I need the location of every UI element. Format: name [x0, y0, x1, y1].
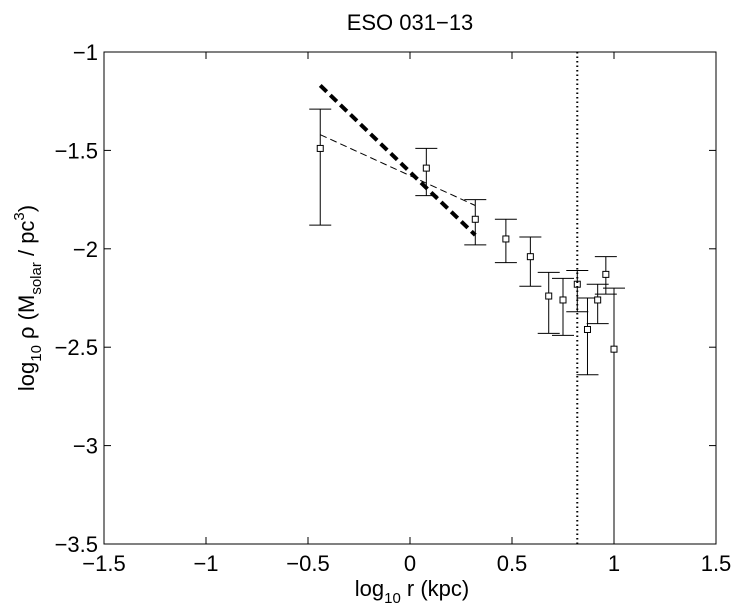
data-point [594, 296, 602, 304]
x-tick-label: −1 [193, 551, 218, 576]
fit-lines [318, 84, 477, 237]
axis-ticks [103, 51, 717, 545]
x-tick-label: −1.5 [82, 551, 125, 576]
x-tick-label: 1 [608, 551, 620, 576]
data-point [526, 253, 534, 261]
x-tick-label: −0.5 [286, 551, 329, 576]
data-point [316, 144, 324, 152]
data-point [583, 325, 591, 333]
data-point [502, 235, 510, 243]
x-axis-label-rest: r (kpc) [401, 576, 469, 601]
data-point [559, 296, 567, 304]
fit-line-thick [318, 84, 477, 237]
x-tick-label: 1.5 [701, 551, 732, 576]
x-tick-label: 0 [404, 551, 416, 576]
data-markers [316, 144, 618, 353]
data-point [545, 292, 553, 300]
y-axis-label-log: log [14, 362, 39, 391]
chart-title: ESO 031−13 [347, 10, 474, 35]
y-tick-label: −1 [73, 40, 98, 65]
x-axis-label-log: log [355, 576, 384, 601]
y-axis-label-close: ) [14, 205, 39, 212]
y-tick-label: −3 [73, 434, 98, 459]
y-axis-label-sub: 10 [28, 345, 45, 362]
fit-line-thin [320, 134, 476, 206]
y-tick-label: −1.5 [55, 138, 98, 163]
data-point [422, 164, 430, 172]
data-point [602, 270, 610, 278]
data-point [610, 345, 618, 353]
error-bars [309, 108, 625, 544]
x-tick-label: 0.5 [497, 551, 528, 576]
y-axis-label: log10 ρ (Msolar / pc3) [11, 205, 45, 391]
y-tick-label: −2 [73, 237, 98, 262]
plot-area [103, 51, 717, 545]
y-tick-label: −2.5 [55, 335, 98, 360]
x-axis-label-sub: 10 [384, 590, 401, 607]
y-tick-labels: −3.5 −3 −2.5 −2 −1.5 −1 [55, 40, 98, 557]
data-point [471, 215, 479, 223]
y-axis-label-rho: ρ (M [14, 295, 39, 345]
y-axis-label-pc: / pc [14, 221, 39, 263]
y-tick-label: −3.5 [55, 532, 98, 557]
x-tick-labels: −1.5 −1 −0.5 0 0.5 1 1.5 [82, 551, 731, 576]
y-axis-label-sup: 3 [11, 212, 28, 220]
x-axis-label: log10 r (kpc) [355, 576, 470, 607]
y-axis-label-solar: solar [28, 262, 45, 295]
